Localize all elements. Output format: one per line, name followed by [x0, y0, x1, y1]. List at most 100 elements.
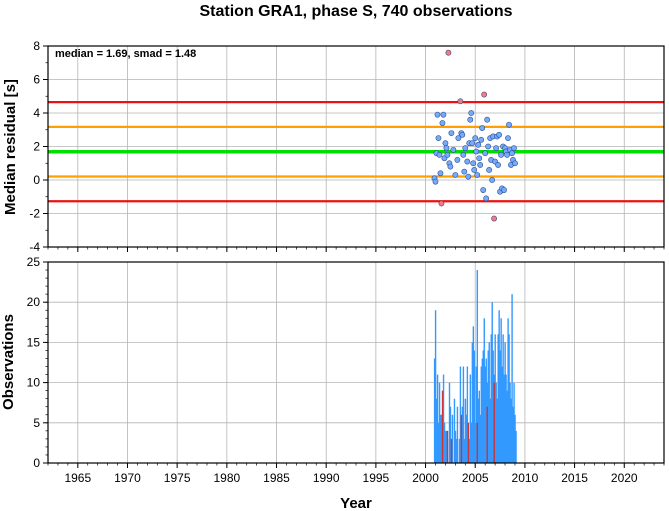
residual-point	[480, 187, 487, 193]
residual-point	[467, 116, 474, 123]
observation-bar	[464, 398, 467, 463]
observation-bar	[508, 334, 510, 463]
outlier-point	[445, 49, 452, 56]
observation-bar	[495, 382, 497, 463]
residual-point	[483, 195, 490, 202]
observation-bar	[502, 334, 504, 463]
observation-bar	[443, 422, 446, 463]
observation-bar	[435, 398, 438, 463]
residual-point	[435, 135, 442, 142]
observation-bar	[434, 310, 437, 463]
observation-bar	[504, 342, 506, 463]
residual-point	[434, 111, 441, 118]
residual-point	[505, 135, 511, 142]
observation-bar	[505, 374, 507, 463]
observations-x-ticks: 1965 1970 1975 1980 1985 1990 1995 2000 2005 2010…	[47, 463, 665, 485]
observation-bar	[482, 350, 484, 463]
residual-point	[511, 145, 517, 152]
residual-point	[468, 110, 475, 116]
x-tick-label: 1980	[213, 471, 240, 485]
observation-bar	[437, 422, 440, 463]
x-tick-label: 1970	[114, 471, 141, 485]
observation-bar	[445, 430, 448, 463]
outlier-point	[438, 200, 445, 207]
outlier-point	[481, 91, 488, 98]
observation-bar	[436, 374, 439, 463]
observation-bar	[438, 382, 441, 463]
observation-bar	[475, 366, 478, 463]
residual-point	[470, 160, 477, 167]
observation-bar	[496, 398, 498, 463]
observation-bar	[510, 398, 512, 463]
observation-bar	[503, 374, 505, 463]
residual-point	[475, 141, 482, 148]
observation-bar	[484, 366, 486, 463]
residual-point	[464, 158, 471, 165]
residual-point	[440, 111, 447, 118]
outlier-observation-bar	[441, 390, 444, 463]
x-tick-label: 2005	[462, 471, 489, 485]
observation-bar	[507, 318, 509, 463]
outlier-point	[457, 98, 464, 105]
observation-bar	[465, 414, 468, 463]
x-tick-label: 1990	[313, 471, 340, 485]
observation-bar	[488, 342, 490, 463]
residual-point	[455, 135, 462, 142]
observation-bar	[477, 398, 480, 463]
residual-y-ticks: 8 6 4 2 0 -2 -4	[29, 39, 48, 254]
outlier-observation-bar	[486, 406, 488, 463]
residual-x-ticks	[47, 247, 665, 252]
observation-bar	[512, 406, 514, 463]
observation-bar	[433, 358, 436, 463]
observation-bar	[483, 318, 485, 463]
residual-point	[506, 121, 512, 128]
observation-bar	[473, 350, 476, 463]
observation-bar	[448, 382, 451, 463]
outlier-observation-bar	[493, 382, 495, 463]
outlier-observation-bar	[467, 422, 470, 463]
residual-point	[442, 140, 449, 147]
residual-point	[459, 131, 466, 138]
x-tick-label: 2010	[512, 471, 539, 485]
observation-bar	[485, 358, 487, 463]
residual-point	[509, 150, 515, 157]
residual-y-tick-label: -2	[29, 207, 40, 221]
residual-panel: 8 6 4 2 0 -2 -4 median = 1.69, smad = 1.48 Med…	[2, 39, 665, 254]
observation-bar	[506, 390, 508, 463]
residual-point	[498, 151, 504, 158]
residual-point	[476, 155, 483, 162]
observation-bar	[455, 438, 458, 463]
residual-y-tick-label: 6	[33, 73, 40, 87]
chart-title: Station GRA1, phase S, 740 observations	[200, 3, 513, 20]
residual-point	[512, 160, 518, 167]
residual-point	[452, 172, 459, 178]
observation-bar	[474, 422, 477, 463]
observation-bar	[442, 374, 445, 463]
outlier-point	[491, 215, 498, 222]
residual-y-tick-label: 0	[33, 173, 40, 187]
residual-point	[450, 146, 457, 153]
observation-bar	[444, 430, 447, 463]
observation-bar	[509, 382, 511, 463]
observation-bar	[454, 430, 457, 463]
observation-bar	[497, 334, 499, 463]
residual-point	[496, 131, 502, 138]
observation-bar	[498, 310, 500, 463]
observations-y-tick-label: 20	[27, 295, 41, 309]
observation-bar	[451, 414, 454, 463]
observation-bar	[476, 270, 479, 463]
observations-y-tick-label: 25	[27, 255, 41, 269]
residual-point	[474, 172, 481, 178]
observations-y-axis-label: Observations	[0, 314, 17, 410]
residual-point	[432, 178, 439, 185]
x-tick-label: 2020	[611, 471, 638, 485]
residual-point	[443, 145, 450, 152]
x-tick-label: 1995	[363, 471, 390, 485]
median-smad-annotation: median = 1.69, smad = 1.48	[55, 48, 196, 60]
outlier-observation-bar	[460, 414, 463, 463]
observations-y-tick-label: 5	[33, 416, 40, 430]
residual-point	[495, 162, 501, 168]
observations-plot-area	[48, 262, 664, 463]
residual-y-tick-label: -4	[29, 240, 40, 254]
